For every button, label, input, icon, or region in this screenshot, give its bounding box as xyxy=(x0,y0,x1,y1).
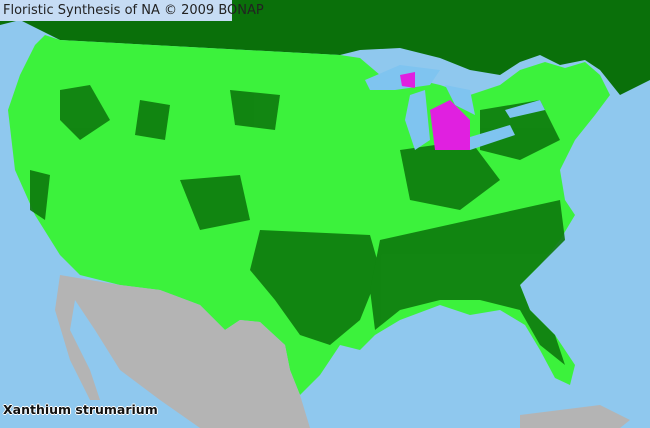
mexico-region xyxy=(55,275,310,428)
great-lakes xyxy=(365,65,545,150)
magenta-counties xyxy=(400,72,470,150)
species-label: Xanthium strumarium xyxy=(3,402,158,417)
cuba xyxy=(520,405,630,428)
dark-green-counties xyxy=(30,85,565,365)
canada-region xyxy=(0,0,650,95)
map-title: Floristic Synthesis of NA © 2009 BONAP xyxy=(0,0,264,21)
